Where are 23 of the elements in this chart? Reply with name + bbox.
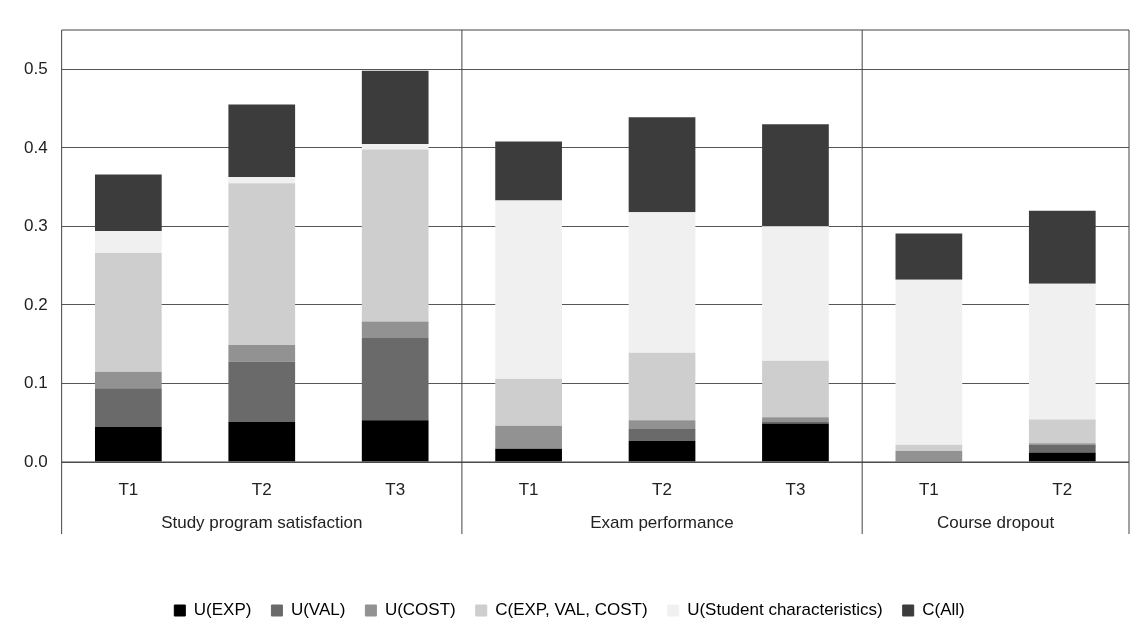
- text: Exam performance: [590, 512, 734, 532]
- y-tick-label: 0.3: [23, 216, 48, 236]
- y-tick-label: 0.2: [23, 294, 48, 314]
- x-tick-label: T3: [385, 479, 406, 499]
- x-tick-label: T1: [118, 479, 139, 499]
- x-tick-label: T3: [785, 479, 806, 499]
- text: Study program satisfaction: [161, 512, 363, 532]
- legend-label: C(EXP, VAL, COST): [495, 600, 648, 620]
- text: Course dropout: [936, 512, 1055, 532]
- y-tick-label: 0.5: [23, 58, 48, 78]
- x-tick-label: T1: [518, 479, 539, 499]
- x-tick-label: T1: [918, 479, 939, 499]
- legend-label: C(All): [922, 600, 965, 620]
- legend-label: U(COST): [384, 600, 456, 620]
- y-tick-label: 0.0: [23, 451, 48, 471]
- legend-label: U(EXP): [193, 600, 252, 620]
- x-tick-label: T2: [652, 479, 672, 499]
- legend-label: U(Student characteristics): [687, 600, 883, 620]
- x-tick-label: T2: [1052, 479, 1073, 499]
- y-tick-label: 0.1: [23, 373, 48, 393]
- y-tick-label: 0.4: [23, 137, 48, 157]
- x-tick-label: T2: [251, 479, 272, 499]
- legend-label: U(VAL): [290, 600, 346, 620]
